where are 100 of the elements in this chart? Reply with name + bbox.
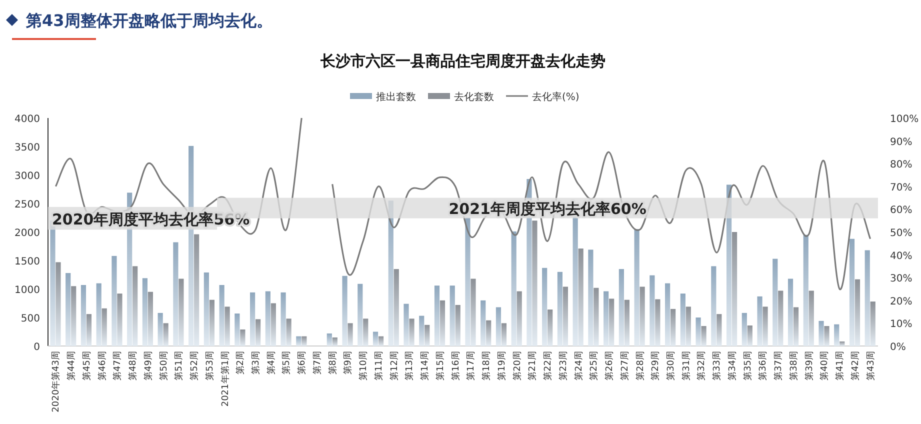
x-tick-label: 2021年第1周 [220, 351, 231, 407]
y2-tick-label: 80% [890, 160, 912, 171]
bar [696, 318, 701, 346]
band-label: 2021年周度平均去化率60% [448, 200, 646, 218]
bar [716, 314, 722, 346]
bar [480, 300, 486, 346]
x-tick-label: 第10周 [358, 351, 370, 380]
bar [270, 303, 276, 346]
x-tick-label: 第13周 [404, 351, 416, 380]
x-tick-label: 第25周 [588, 351, 600, 380]
legend-label: 去化套数 [454, 91, 494, 103]
bar [542, 268, 548, 346]
bar [296, 336, 302, 346]
x-tick-label: 第49周 [142, 351, 154, 380]
x-tick-label: 第35周 [742, 351, 754, 380]
x-tick-label: 第47周 [112, 351, 124, 380]
bar [772, 258, 778, 346]
x-tick-label: 2020年第43周 [50, 351, 62, 412]
y2-tick-label: 0% [890, 342, 906, 353]
x-tick-label: 第8周 [327, 351, 338, 375]
y-tick-label: 3000 [14, 171, 40, 182]
bar [265, 291, 270, 346]
bar [224, 306, 230, 346]
bar [486, 320, 492, 346]
y2-tick-label: 90% [890, 136, 912, 148]
x-tick-label: 第15周 [434, 351, 446, 380]
bar [778, 290, 784, 346]
x-tick-label: 第34周 [726, 351, 738, 380]
x-tick-label: 第27周 [619, 351, 630, 380]
x-tick-label: 第51周 [174, 351, 185, 380]
bar [686, 306, 691, 346]
x-tick-label: 第26周 [604, 351, 616, 380]
x-tick-label: 第16周 [450, 351, 462, 380]
bar [650, 275, 655, 346]
bar [158, 312, 163, 346]
x-tick-label: 第6周 [296, 351, 308, 375]
bar [732, 232, 738, 346]
y-tick-label: 4000 [14, 114, 40, 125]
x-tick-label: 第20周 [512, 351, 523, 380]
bar [173, 242, 178, 346]
bar [788, 278, 794, 346]
bar [757, 296, 762, 346]
bar [578, 248, 584, 346]
bar [803, 234, 808, 346]
bar [834, 324, 840, 346]
x-tick-label: 第4周 [266, 351, 277, 375]
bar [56, 262, 61, 346]
bar [394, 269, 399, 346]
bar [793, 307, 799, 346]
bar [117, 294, 122, 346]
x-tick-label: 第42周 [850, 351, 861, 380]
bar [511, 231, 516, 346]
bar [250, 292, 256, 346]
bar [148, 292, 154, 346]
y-tick-label: 1500 [14, 256, 40, 268]
bar [342, 276, 348, 346]
bar [178, 278, 184, 346]
bar [424, 324, 430, 346]
bar [440, 300, 446, 346]
x-tick-label: 第24周 [573, 351, 584, 380]
bar [66, 273, 71, 346]
bar [96, 283, 102, 346]
bar [450, 286, 455, 346]
bar [665, 283, 670, 346]
bar [256, 319, 261, 346]
bar [609, 298, 614, 346]
bar [419, 316, 424, 346]
bar [808, 290, 814, 346]
bar [332, 337, 338, 346]
bar [240, 329, 246, 346]
bar [434, 286, 440, 346]
x-tick-label: 第2周 [235, 351, 246, 375]
x-tick-label: 第23周 [558, 351, 569, 380]
legend-label: 推出套数 [376, 91, 416, 103]
bar [363, 318, 368, 346]
bar [132, 266, 138, 346]
x-tick-label: 第30周 [666, 351, 676, 380]
bar [532, 220, 538, 346]
bar [378, 336, 384, 346]
y2-tick-label: 30% [890, 274, 912, 285]
x-tick-label: 第3周 [250, 351, 262, 375]
x-tick-label: 第33周 [712, 351, 723, 380]
bar [624, 300, 630, 346]
bar [194, 234, 200, 346]
x-tick-label: 第44周 [66, 351, 78, 380]
bar [824, 326, 830, 346]
bar [655, 299, 660, 346]
x-tick-label: 第36周 [758, 351, 769, 380]
bar [409, 318, 414, 346]
bar [358, 284, 363, 346]
bar [588, 250, 594, 346]
y2-tick-label: 70% [890, 182, 912, 194]
bar [209, 300, 214, 346]
bar [594, 288, 599, 346]
y2-tick-label: 100% [890, 114, 919, 125]
bar [496, 307, 502, 346]
bar [326, 333, 332, 346]
bar [762, 306, 768, 346]
bar [747, 325, 752, 346]
x-tick-label: 第18周 [481, 351, 492, 380]
